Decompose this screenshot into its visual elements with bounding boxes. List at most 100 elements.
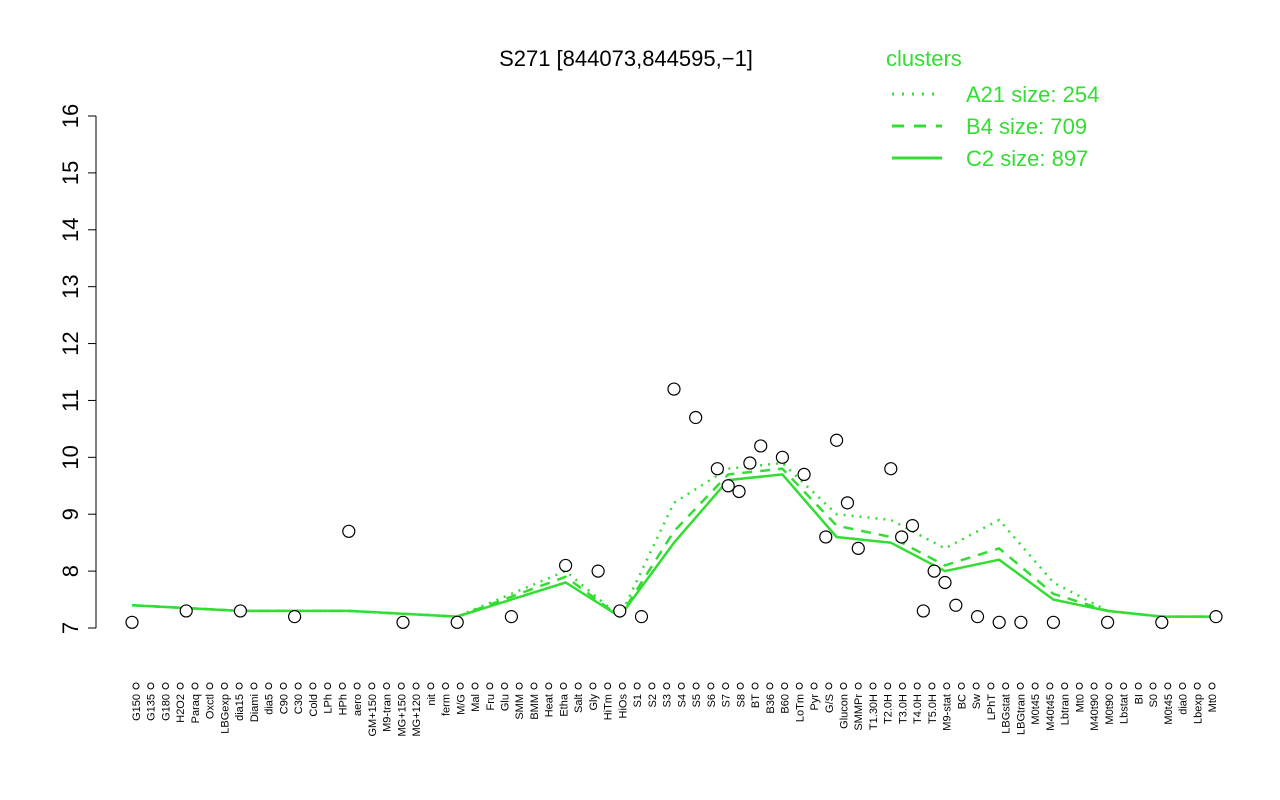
x-tick-label: B60 <box>780 694 792 714</box>
x-tick-label: Etha <box>558 693 570 717</box>
x-tick-marker <box>559 682 567 690</box>
y-tick-label: 16 <box>58 104 83 128</box>
x-tick-marker <box>132 682 140 690</box>
x-tick-label: S6 <box>706 694 718 707</box>
x-tick-marker <box>1149 682 1157 690</box>
legend-label-c2: C2 size: 897 <box>966 146 1088 171</box>
x-tick-marker <box>1075 682 1083 690</box>
x-tick-label: HiTm <box>603 694 615 720</box>
data-point <box>949 598 963 612</box>
x-tick-marker <box>220 682 228 690</box>
x-tick-label: M/G <box>455 694 467 715</box>
x-tick-label: MG+150 <box>396 694 408 737</box>
x-tick-marker <box>692 682 700 690</box>
x-tick-marker <box>235 682 243 690</box>
data-point <box>125 615 139 629</box>
x-tick-label: aero <box>352 694 364 716</box>
x-tick-label: M9-stat <box>942 694 954 731</box>
x-tick-marker <box>515 682 523 690</box>
data-point <box>851 541 865 555</box>
x-tick-marker <box>633 682 641 690</box>
x-tick-marker <box>486 682 494 690</box>
x-tick-label: S2 <box>647 694 659 707</box>
x-tick-marker <box>1105 682 1113 690</box>
data-point <box>233 604 247 618</box>
data-point <box>1155 615 1169 629</box>
data-point <box>775 450 790 464</box>
y-tick-label: 15 <box>58 161 83 185</box>
x-tick-label: Paraq <box>190 694 202 723</box>
x-tick-label: Mt0 <box>1074 694 1086 712</box>
x-tick-label: Cold <box>308 694 320 717</box>
x-tick-label: T4.0H <box>912 694 924 724</box>
x-tick-marker <box>309 682 317 690</box>
x-tick-label: H2O2 <box>175 694 187 723</box>
x-tick-label: Lbstat <box>1119 694 1131 724</box>
x-tick-marker <box>928 682 936 690</box>
x-tick-label: LoTm <box>794 694 806 722</box>
x-tick-label: G150 <box>131 694 143 721</box>
x-tick-marker <box>825 682 833 690</box>
x-tick-marker <box>736 682 744 690</box>
data-point <box>1100 615 1115 629</box>
x-tick-label: B36 <box>765 694 777 714</box>
x-tick-label: Lbexp <box>1192 694 1204 724</box>
x-tick-label: M40t90 <box>1089 694 1101 731</box>
x-tick-marker <box>618 682 626 690</box>
series-line-solid <box>131 473 1216 619</box>
x-tick-marker <box>383 682 391 690</box>
data-point <box>732 484 746 499</box>
x-tick-label: Pyr <box>809 694 821 711</box>
data-point <box>179 604 193 618</box>
y-tick-label: 7 <box>58 622 83 634</box>
x-tick-marker <box>884 682 892 690</box>
x-tick-label: Glu <box>499 694 511 711</box>
x-tick-marker <box>530 682 538 690</box>
x-tick-marker <box>766 682 774 690</box>
x-tick-marker <box>1120 682 1128 690</box>
x-tick-label: LBGstat <box>1001 694 1013 734</box>
x-tick-marker <box>191 682 199 690</box>
data-point <box>829 433 844 447</box>
x-tick-marker <box>500 682 508 690</box>
x-tick-marker <box>677 682 685 690</box>
x-tick-label: Lbtran <box>1060 694 1072 725</box>
x-tick-label: S3 <box>662 694 674 707</box>
x-tick-label: HiOs <box>617 694 629 719</box>
x-tick-marker <box>353 682 361 690</box>
x-tick-marker <box>663 682 671 690</box>
data-point <box>927 564 941 578</box>
data-point <box>634 610 649 624</box>
x-tick-label: M9-tran <box>382 694 394 732</box>
x-tick-marker <box>471 682 479 690</box>
x-tick-marker <box>987 682 995 690</box>
x-tick-marker <box>604 682 612 690</box>
x-tick-label: ferm <box>441 694 453 716</box>
x-tick-label: T3.0H <box>897 694 909 724</box>
data-point <box>558 558 573 573</box>
x-tick-marker <box>1164 682 1172 690</box>
x-tick-marker <box>161 682 169 690</box>
x-tick-marker <box>751 682 759 690</box>
y-axis-ticks: 7 8 9 10 11 12 13 14 15 16 <box>58 104 96 634</box>
x-tick-marker <box>913 682 921 690</box>
x-tick-label: S5 <box>691 694 703 707</box>
x-tick-label: Gly <box>588 694 600 711</box>
x-tick-label: BC <box>956 694 968 709</box>
x-tick-marker <box>707 682 715 690</box>
x-tick-marker <box>412 682 420 690</box>
x-tick-marker <box>810 682 818 690</box>
data-point <box>342 524 356 538</box>
x-tick-label: M0t90 <box>1104 694 1116 725</box>
x-tick-label: Heat <box>544 694 556 717</box>
x-tick-marker <box>898 682 906 690</box>
x-tick-marker <box>1031 682 1039 690</box>
x-tick-label: SMMPr <box>853 694 865 731</box>
x-tick-label: Mt0 <box>1207 694 1219 712</box>
x-tick-label: M0t45 <box>1163 694 1175 725</box>
x-tick-label: S7 <box>721 694 733 707</box>
x-tick-marker <box>589 682 597 690</box>
x-tick-marker <box>427 682 435 690</box>
y-tick-label: 8 <box>58 565 83 577</box>
